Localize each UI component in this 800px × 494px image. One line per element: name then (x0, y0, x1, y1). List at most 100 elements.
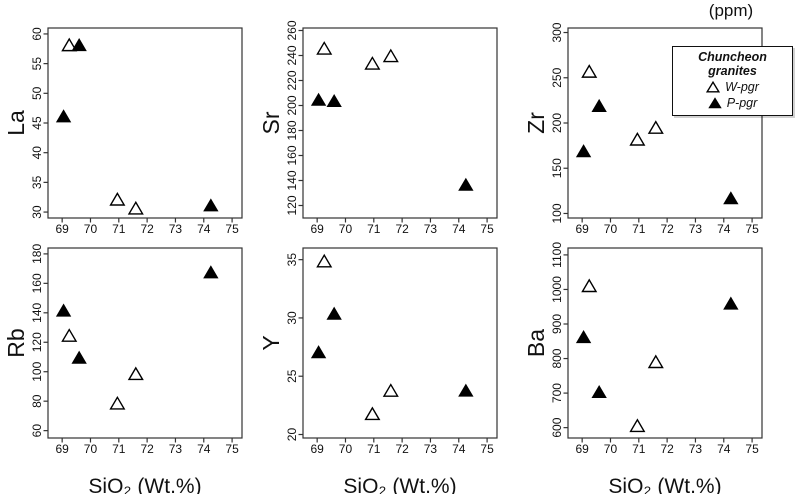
x-tick-label: 74 (717, 222, 731, 236)
y-tick-label: 220 (285, 70, 299, 90)
y-tick-label: 120 (30, 332, 44, 352)
x-tick-label: 70 (339, 442, 353, 456)
x-tick-label: 75 (480, 222, 494, 236)
y-axis-title: Ba (523, 329, 549, 357)
y-tick-label: 250 (550, 67, 564, 87)
data-point-open-triangle (109, 395, 126, 410)
x-tick-label: 71 (632, 442, 646, 456)
y-tick-label: 100 (550, 203, 564, 223)
x-axis-title: SiO₂ (Wt.%) (343, 475, 456, 494)
unit-label: (ppm) (708, 1, 754, 20)
y-tick-label: 80 (30, 394, 44, 408)
data-point-open-triangle (647, 354, 664, 369)
x-tick-label: 71 (367, 442, 381, 456)
data-point-filled-triangle (310, 92, 327, 106)
data-point-filled-triangle (203, 198, 219, 212)
y-tick-label: 800 (550, 348, 564, 368)
x-tick-label: 72 (395, 222, 409, 236)
x-tick-label: 71 (632, 222, 646, 236)
data-point-open-triangle (629, 132, 646, 146)
x-tick-label: 69 (55, 222, 69, 236)
y-tick-label: 700 (550, 383, 564, 403)
data-point-filled-triangle (71, 350, 87, 364)
x-tick-label: 73 (689, 442, 703, 456)
y-axis-title: Zr (523, 112, 549, 134)
y-tick-label: 900 (550, 314, 564, 334)
y-tick-label: 60 (30, 27, 44, 41)
panel-zr: 69 70 71 72 73 74 75 100 150 200 250 300 Zr (523, 22, 763, 236)
y-tick-label: 260 (285, 20, 299, 40)
data-point-filled-triangle (326, 93, 342, 108)
open-triangle-icon (706, 81, 721, 93)
y-tick-label: 160 (30, 273, 44, 293)
legend-entry-label-wpgr: W-pgr (725, 80, 759, 94)
plot-frame (567, 247, 763, 439)
plot-frame (302, 27, 498, 219)
y-tick-label: 40 (30, 146, 44, 160)
y-tick-label: 35 (285, 253, 299, 267)
data-point-filled-triangle (723, 191, 739, 205)
y-tick-label: 100 (30, 361, 44, 381)
x-tick-label: 71 (112, 442, 126, 456)
x-axis-title: SiO₂ (Wt.%) (608, 475, 721, 494)
x-tick-label: 74 (197, 222, 211, 236)
y-axis-title: Rb (3, 328, 29, 357)
data-point-filled-triangle (575, 144, 592, 158)
panel-y: 69 70 71 72 73 74 75 20 25 30 35 Y SiO₂ (Wt.%) (258, 247, 498, 494)
x-tick-label: 73 (424, 442, 438, 456)
y-axis-title: Y (258, 335, 284, 350)
x-tick-label: 73 (424, 222, 438, 236)
y-tick-label: 1100 (550, 242, 564, 268)
y-tick-label: 55 (30, 57, 44, 71)
x-tick-label: 71 (367, 222, 381, 236)
x-tick-label: 74 (197, 442, 211, 456)
data-point-open-triangle (61, 328, 78, 342)
data-point-filled-triangle (575, 330, 592, 344)
legend-title: Chuncheon granites (698, 50, 767, 78)
x-tick-label: 74 (452, 222, 466, 236)
data-point-filled-triangle (55, 303, 72, 317)
x-tick-label: 69 (310, 222, 324, 236)
x-tick-label: 75 (745, 222, 759, 236)
x-tick-label: 72 (660, 222, 674, 236)
data-point-open-triangle (581, 64, 598, 78)
y-tick-label: 30 (30, 205, 44, 219)
data-point-filled-triangle (310, 345, 327, 359)
x-tick-label: 75 (225, 222, 239, 236)
y-tick-label: 140 (30, 302, 44, 322)
legend-entry-label-ppgr: P-pgr (726, 96, 758, 110)
x-tick-label: 74 (717, 442, 731, 456)
data-point-open-triangle (647, 120, 664, 134)
x-tick-label: 72 (395, 442, 409, 456)
y-tick-label: 1000 (550, 276, 564, 303)
x-tick-label: 73 (169, 222, 183, 236)
y-tick-label: 300 (550, 22, 564, 42)
x-tick-label: 74 (452, 442, 466, 456)
data-point-open-triangle (127, 366, 144, 381)
panel-sr: 69 70 71 72 73 74 75 120 140 160 180 200 220 240 260 Sr (258, 20, 498, 236)
x-tick-label: 69 (310, 442, 324, 456)
panel-ba: 69 70 71 72 73 74 75 600 700 800 900 1000 1100 Ba SiO₂… (523, 242, 763, 494)
x-tick-label: 75 (745, 442, 759, 456)
y-tick-label: 200 (550, 113, 564, 133)
data-point-filled-triangle (458, 383, 474, 397)
y-tick-label: 180 (30, 244, 44, 264)
data-point-open-triangle (364, 406, 381, 421)
data-point-open-triangle (581, 278, 598, 293)
data-point-open-triangle (316, 41, 333, 55)
y-tick-label: 60 (30, 424, 44, 438)
x-tick-label: 75 (225, 442, 239, 456)
plot-frame (47, 27, 243, 219)
x-tick-label: 69 (55, 442, 69, 456)
y-tick-label: 25 (285, 369, 299, 383)
data-point-open-triangle (127, 200, 144, 215)
legend-entry-ppgr: P-pgr (673, 96, 792, 110)
x-tick-label: 72 (140, 222, 154, 236)
y-tick-label: 30 (285, 311, 299, 325)
data-point-filled-triangle (591, 98, 607, 113)
data-point-filled-triangle (723, 296, 739, 310)
filled-triangle-icon (708, 97, 722, 109)
y-tick-label: 600 (550, 417, 564, 437)
data-point-open-triangle (629, 418, 646, 433)
y-tick-label: 200 (285, 95, 299, 115)
